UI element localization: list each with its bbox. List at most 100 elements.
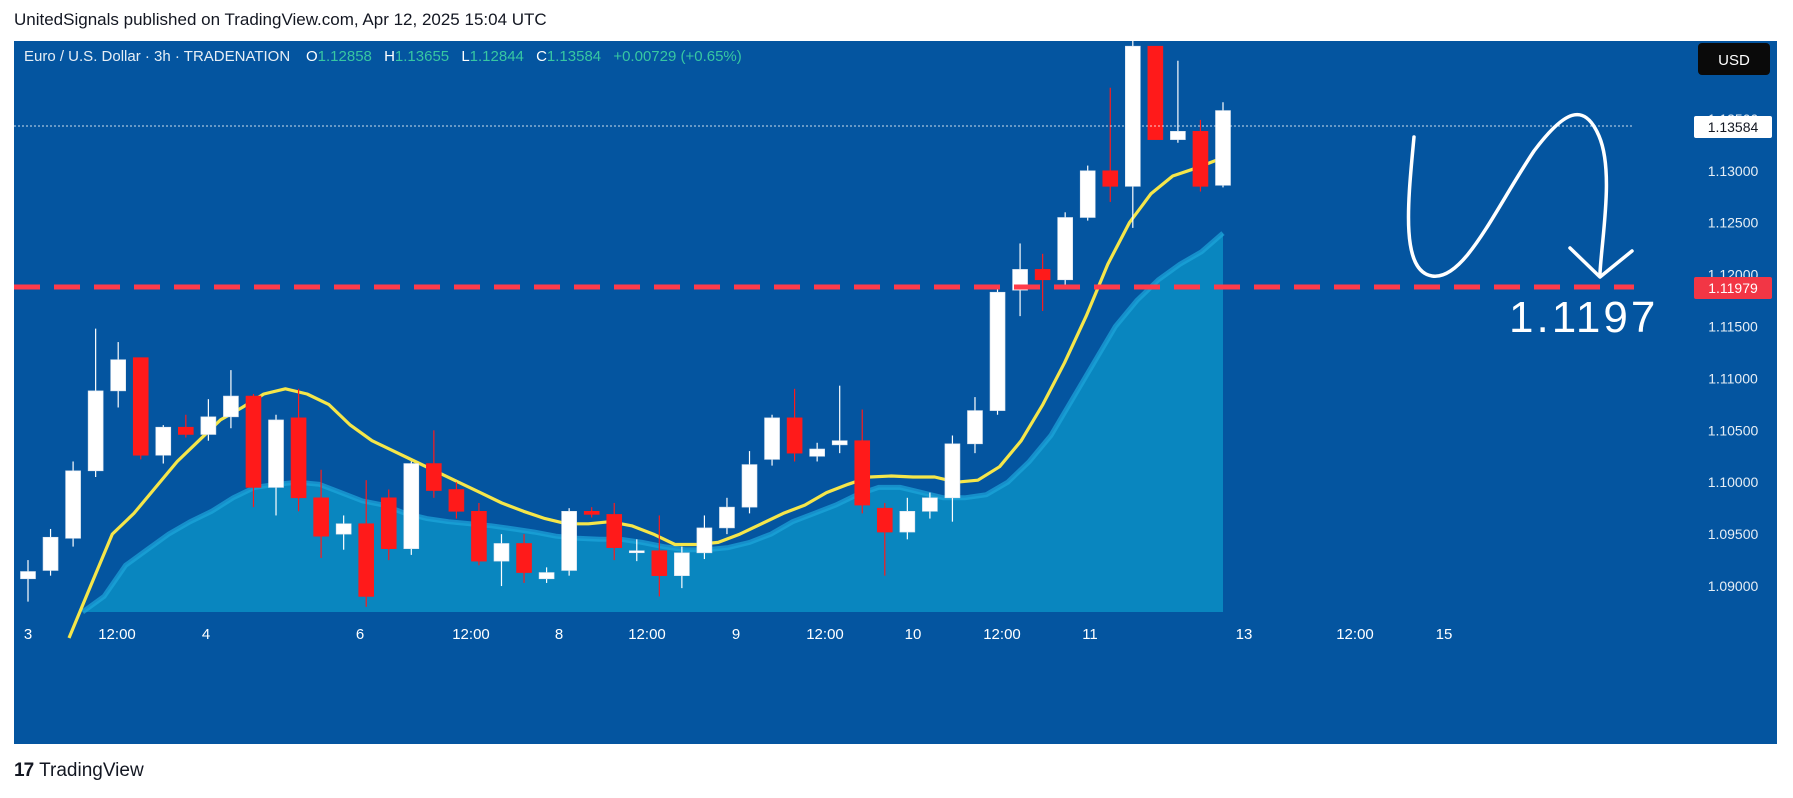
time-tick-label: 11	[1082, 626, 1098, 643]
legend-open-value: 1.12858	[318, 48, 372, 65]
candle-body	[967, 410, 983, 445]
candle-body	[358, 523, 375, 597]
legend-high-label: H	[384, 48, 395, 65]
candle-body	[268, 419, 284, 488]
legend-values: O1.12858 H1.13655 L1.12844 C1.13584 +0.0…	[306, 48, 742, 65]
candle-body	[1215, 110, 1231, 186]
candle-body	[110, 359, 126, 392]
candles-layer	[20, 41, 1231, 607]
legend-low-value: 1.12844	[470, 48, 524, 65]
price-chart[interactable]: 1.1197 Euro / U.S. Dollar · 3h · TRADENA…	[14, 41, 1777, 744]
price-tick-label: 1.09000	[1708, 578, 1759, 594]
candle-body	[741, 464, 758, 508]
brand-name: TradingView	[39, 760, 144, 781]
price-tick-label: 1.10500	[1708, 422, 1759, 438]
time-tick-label: 12:00	[983, 626, 1021, 643]
candle-body	[313, 497, 329, 537]
candle-body	[989, 291, 1006, 411]
candle-body	[651, 550, 668, 576]
candle-body	[132, 357, 149, 456]
candle-body	[20, 571, 36, 580]
candle-body	[606, 514, 623, 548]
candle-body	[403, 463, 420, 549]
time-tick-label: 4	[202, 626, 210, 643]
last-price-badge-label: 1.13584	[1708, 119, 1759, 135]
candle-body	[200, 416, 217, 435]
time-tick-label: 3	[24, 626, 32, 643]
candle-body	[696, 527, 713, 554]
candle-body	[223, 395, 239, 418]
candle-body	[426, 463, 442, 491]
candle-body	[876, 507, 893, 533]
candle-body	[516, 543, 532, 573]
currency-button-label: USD	[1718, 52, 1750, 69]
currency-button[interactable]	[1698, 43, 1770, 75]
legend-close-label: C	[536, 48, 547, 65]
last-price-badge	[1694, 116, 1772, 138]
candle-body	[674, 552, 690, 576]
price-tick-label: 1.11000	[1708, 370, 1758, 386]
candle-body	[1079, 170, 1096, 218]
candle-body	[1034, 269, 1051, 281]
candle-body	[831, 440, 848, 446]
time-axis-band	[14, 612, 1777, 652]
footer-branding[interactable]: 17 TradingView	[14, 760, 144, 782]
time-tick-label: 12:00	[1336, 626, 1374, 643]
candle-body	[1147, 45, 1164, 140]
candle-body	[245, 395, 262, 488]
candle-body	[1170, 131, 1186, 140]
candle-body	[809, 448, 825, 457]
tradingview-logo-icon: 17	[14, 760, 34, 781]
time-tick-label: 12:00	[452, 626, 490, 643]
candle-body	[335, 523, 352, 535]
level-price-badge-label: 1.11979	[1708, 280, 1758, 296]
candle-body	[719, 506, 735, 529]
time-scale[interactable]: 3 12:00 4 6 12:00 8 12:00 9 12:00 10 12:00 11 13 12:0…	[24, 626, 1453, 643]
candle-body	[493, 543, 510, 562]
candle-body	[1125, 45, 1141, 187]
time-tick-label: 13	[1236, 626, 1253, 643]
candle-body	[87, 390, 104, 472]
legend-change-value: +0.00729 (+0.65%)	[613, 48, 741, 65]
candle-body	[1192, 131, 1209, 187]
legend-open-label: O	[306, 48, 318, 65]
target-price-annotation: 1.1197	[1509, 293, 1658, 342]
candle-body	[380, 497, 397, 549]
candle-body	[155, 426, 172, 456]
candle-body	[583, 510, 600, 515]
level-price-badge	[1694, 277, 1772, 299]
candle-body	[944, 443, 961, 499]
legend-high-value: 1.13655	[395, 48, 449, 65]
published-caption: UnitedSignals published on TradingView.c…	[14, 10, 547, 29]
arrow-head-icon	[1568, 246, 1634, 279]
candle-body	[178, 426, 194, 435]
candle-body	[786, 417, 803, 454]
candle-body	[42, 536, 59, 571]
candle-body	[65, 470, 81, 539]
time-tick-label: 8	[555, 626, 563, 643]
time-tick-label: 9	[732, 626, 740, 643]
price-tick-label: 1.09500	[1708, 526, 1759, 542]
candle-body	[628, 550, 645, 554]
candle-body	[922, 497, 938, 512]
time-tick-label: 10	[905, 626, 922, 643]
area-fill	[82, 233, 1224, 612]
legend-low-label: L	[461, 48, 469, 65]
time-tick-label: 12:00	[628, 626, 666, 643]
candle-body	[471, 510, 487, 562]
time-tick-label: 12:00	[806, 626, 844, 643]
price-tick-label: 1.11500	[1708, 319, 1758, 335]
price-tick-label: 1.10000	[1708, 474, 1759, 490]
candle-body	[764, 417, 780, 460]
legend-symbol[interactable]: Euro / U.S. Dollar · 3h · TRADENATION	[24, 48, 290, 65]
chart-panel[interactable]: 1.1197 Euro / U.S. Dollar · 3h · TRADENA…	[14, 41, 1777, 744]
candle-body	[448, 489, 465, 512]
legend-close-value: 1.13584	[547, 48, 601, 65]
candle-body	[561, 510, 577, 571]
time-tick-label: 15	[1436, 626, 1453, 643]
time-tick-label: 12:00	[98, 626, 136, 643]
candle-body	[538, 572, 555, 580]
candle-body	[1102, 170, 1119, 187]
projected-path-arrow	[1406, 113, 1609, 278]
candle-body	[1057, 217, 1073, 281]
